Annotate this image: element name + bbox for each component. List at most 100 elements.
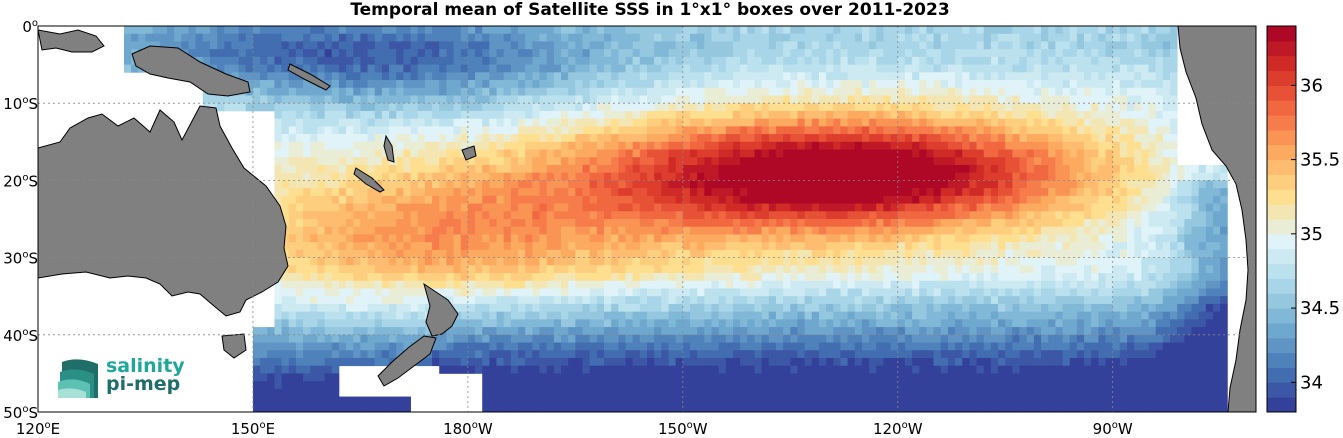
sss-cell	[761, 103, 770, 112]
sss-cell	[324, 234, 333, 243]
sss-cell	[854, 334, 863, 343]
sss-cell	[367, 72, 376, 81]
sss-cell	[267, 342, 275, 351]
sss-cell	[962, 249, 970, 258]
sss-cell	[546, 311, 555, 320]
sss-cell	[625, 211, 634, 220]
sss-cell	[732, 296, 741, 305]
sss-cell	[331, 288, 340, 297]
sss-cell	[747, 72, 755, 81]
sss-cell	[317, 49, 325, 58]
sss-cell	[374, 327, 383, 336]
sss-cell	[518, 180, 526, 189]
sss-cell	[467, 257, 476, 266]
sss-cell	[826, 273, 834, 282]
sss-cell	[252, 381, 261, 390]
sss-cell	[833, 381, 841, 390]
sss-cell	[525, 26, 533, 35]
sss-cell	[876, 211, 884, 220]
sss-cell	[346, 219, 354, 228]
sss-cell	[740, 327, 748, 336]
sss-cell	[847, 188, 856, 197]
sss-cell	[840, 373, 849, 382]
sss-cell	[639, 388, 648, 397]
sss-cell	[582, 388, 591, 397]
sss-cell	[424, 87, 433, 96]
sss-cell	[826, 33, 834, 42]
sss-cell	[933, 226, 942, 235]
sss-cell	[618, 87, 626, 96]
sss-cell	[539, 265, 548, 274]
sss-cell	[768, 33, 777, 42]
sss-cell	[775, 33, 784, 42]
sss-cell	[604, 249, 612, 258]
sss-cell	[897, 350, 906, 359]
sss-cell	[331, 249, 340, 258]
sss-cell	[933, 188, 942, 197]
sss-cell	[381, 172, 390, 181]
sss-cell	[732, 365, 741, 374]
sss-cell	[532, 126, 540, 135]
sss-cell	[288, 273, 297, 282]
sss-cell	[747, 56, 755, 65]
sss-cell	[697, 56, 705, 65]
sss-cell	[847, 219, 856, 228]
sss-cell	[281, 188, 290, 197]
sss-cell	[725, 342, 734, 351]
sss-cell	[869, 327, 877, 336]
sss-cell	[324, 33, 333, 42]
sss-cell	[417, 319, 426, 328]
sss-cell	[732, 80, 741, 89]
sss-cell	[847, 33, 856, 42]
sss-cell	[475, 103, 483, 112]
sss-cell	[632, 56, 641, 65]
sss-cell	[740, 56, 748, 65]
sss-cell	[890, 381, 899, 390]
sss-cell	[389, 396, 397, 405]
sss-cell	[489, 180, 497, 189]
sss-cell	[539, 172, 548, 181]
sss-cell	[747, 319, 755, 328]
sss-cell	[854, 87, 863, 96]
sss-cell	[331, 226, 340, 235]
sss-cell	[890, 265, 899, 274]
sss-cell	[303, 404, 311, 412]
sss-cell	[904, 303, 913, 313]
sss-cell	[962, 33, 970, 42]
sss-cell	[260, 334, 268, 343]
sss-cell	[940, 141, 949, 150]
sss-cell	[396, 33, 404, 42]
sss-cell	[711, 188, 720, 197]
sss-cell	[310, 365, 318, 374]
sss-cell	[847, 103, 856, 112]
sss-cell	[775, 327, 784, 336]
sss-cell	[546, 404, 555, 412]
sss-cell	[661, 319, 669, 328]
sss-cell	[338, 95, 347, 104]
sss-cell	[883, 103, 891, 112]
sss-cell	[604, 327, 612, 336]
sss-cell	[668, 64, 677, 73]
sss-cell	[410, 164, 419, 174]
sss-cell	[539, 342, 548, 351]
sss-cell	[768, 265, 777, 274]
sss-cell	[647, 188, 655, 197]
sss-cell	[797, 404, 806, 412]
sss-cell	[453, 273, 462, 282]
sss-cell	[890, 195, 899, 204]
sss-cell	[675, 103, 684, 112]
sss-cell	[654, 342, 662, 351]
sss-cell	[310, 64, 318, 73]
sss-cell	[740, 149, 748, 158]
sss-cell	[503, 49, 512, 58]
sss-cell	[317, 141, 325, 150]
sss-cell	[166, 33, 175, 42]
sss-cell	[424, 80, 433, 89]
sss-cell	[503, 311, 512, 320]
sss-cell	[639, 334, 648, 343]
sss-cell	[904, 396, 913, 405]
sss-cell	[682, 164, 691, 174]
sss-cell	[725, 381, 734, 390]
sss-cell	[947, 319, 956, 328]
sss-cell	[704, 288, 712, 297]
